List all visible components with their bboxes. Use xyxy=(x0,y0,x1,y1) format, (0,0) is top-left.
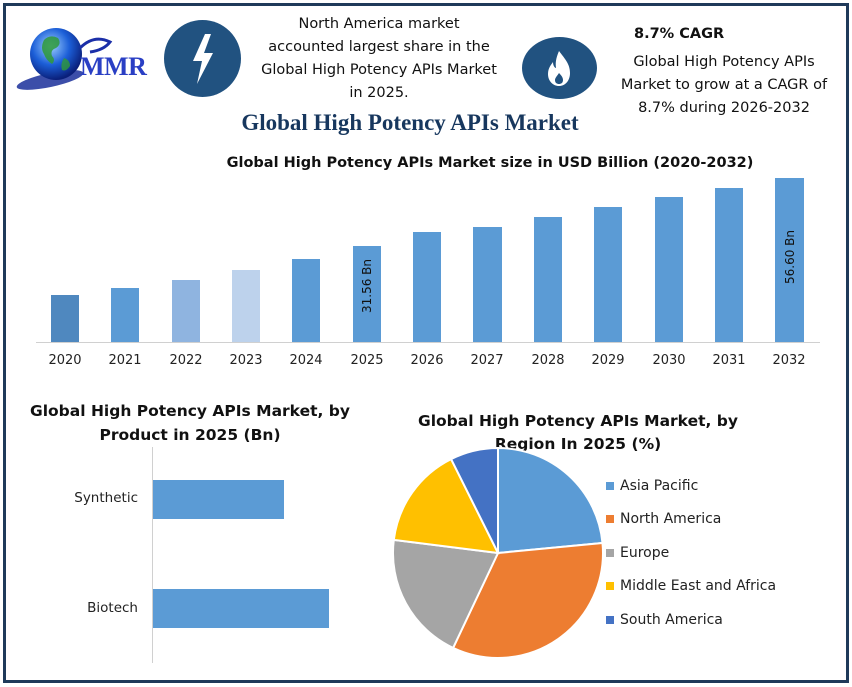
x-tick: 2030 xyxy=(652,353,686,368)
title-line: Product in 2025 (Bn) xyxy=(99,426,281,444)
pie-slice-mea xyxy=(392,457,500,555)
x-tick: 2026 xyxy=(410,353,444,368)
flame-badge xyxy=(522,37,597,99)
cagr-heading: 8.7% CAGR xyxy=(634,26,725,42)
x-tick: 2032 xyxy=(772,353,806,368)
x-tick: 2031 xyxy=(712,353,746,368)
info-line: accounted largest share in the xyxy=(268,39,490,55)
legend-item-asia-pacific: Asia Pacific xyxy=(606,478,698,494)
legend-item-south-america: South America xyxy=(606,612,723,628)
x-tick: 2024 xyxy=(289,353,323,368)
legend-label: South America xyxy=(620,612,723,628)
page-title: Global High Potency APIs Market xyxy=(241,110,579,135)
bar-2025 xyxy=(353,246,381,342)
info-line: Global High Potency APIs Market xyxy=(261,62,497,78)
info-line: Market to grow at a CAGR of xyxy=(620,77,828,93)
bar-2021 xyxy=(111,288,139,342)
x-tick: 2028 xyxy=(531,353,565,368)
data-label-2025: 31.56 Bn xyxy=(360,259,374,314)
bar-2024 xyxy=(292,259,320,342)
bar-2029 xyxy=(594,207,622,342)
bar-2031 xyxy=(715,188,743,342)
legend-swatch xyxy=(606,549,614,557)
data-label-2032: 56.60 Bn xyxy=(783,230,797,285)
info-line: in 2025. xyxy=(349,85,409,101)
region-chart-title: Global High Potency APIs Market, by Regi… xyxy=(400,410,756,456)
lightning-badge xyxy=(164,20,241,97)
bar-2020 xyxy=(51,295,79,342)
title-line: Region In 2025 (%) xyxy=(494,435,662,453)
legend-label: Middle East and Africa xyxy=(620,578,777,594)
bar-biotech xyxy=(153,589,329,628)
infographic-border xyxy=(3,3,849,683)
x-tick: 2021 xyxy=(108,353,142,368)
bar-2028 xyxy=(534,217,562,342)
x-tick: 2022 xyxy=(169,353,203,368)
bar-2027 xyxy=(473,227,502,342)
category-label: Biotech xyxy=(87,600,138,616)
x-tick: 2029 xyxy=(591,353,625,368)
legend-swatch xyxy=(606,616,614,624)
bar-2022 xyxy=(172,280,200,342)
pie-slice-europe xyxy=(392,538,500,650)
lightning-icon xyxy=(193,34,213,84)
flame-icon xyxy=(548,51,570,86)
legend-item-north-america: North America xyxy=(606,511,721,527)
bar-synthetic xyxy=(153,480,284,519)
x-tick: 2027 xyxy=(470,353,504,368)
product-chart-title: Global High Potency APIs Market, by Prod… xyxy=(30,399,350,447)
logo-text: MMR xyxy=(80,52,147,81)
bar-chart-title: Global High Potency APIs Market size in … xyxy=(226,155,754,171)
region-pie-chart xyxy=(392,446,604,659)
bar-2030 xyxy=(655,197,683,342)
legend-swatch xyxy=(606,482,614,490)
pie-slice-asia-pacific xyxy=(497,446,604,555)
bar-2026 xyxy=(413,232,441,342)
info-line: Global High Potency APIs xyxy=(633,54,815,70)
x-axis-line xyxy=(36,342,820,343)
bar-2032 xyxy=(775,178,804,342)
swoosh-icon xyxy=(78,37,113,54)
info-line: North America market xyxy=(298,16,460,32)
north-america-info: North America market accounted largest s… xyxy=(248,13,510,105)
cagr-info: Global High Potency APIs Market to grow … xyxy=(606,51,842,120)
x-tick: 2020 xyxy=(48,353,82,368)
y-axis-line xyxy=(152,447,153,663)
mmr-logo: MMR xyxy=(14,22,164,92)
legend-label: Asia Pacific xyxy=(620,478,699,494)
x-tick: 2025 xyxy=(350,353,384,368)
legend-label: Europe xyxy=(620,545,670,561)
bar-2023 xyxy=(232,270,260,342)
legend-swatch xyxy=(606,582,614,590)
legend-item-europe: Europe xyxy=(606,545,669,561)
legend-label: North America xyxy=(620,511,722,527)
legend-item-mea: Middle East and Africa xyxy=(606,578,776,594)
info-line: 8.7% during 2026-2032 xyxy=(638,100,810,116)
category-label: Synthetic xyxy=(74,490,138,506)
globe-icon xyxy=(16,28,84,90)
title-line: Global High Potency APIs Market, by xyxy=(30,402,350,420)
title-line: Global High Potency APIs Market, by xyxy=(418,412,738,430)
legend-swatch xyxy=(606,515,614,523)
x-tick: 2023 xyxy=(229,353,263,368)
pie-slice-north-america xyxy=(451,541,604,659)
pie-slice-south-america xyxy=(449,446,499,554)
